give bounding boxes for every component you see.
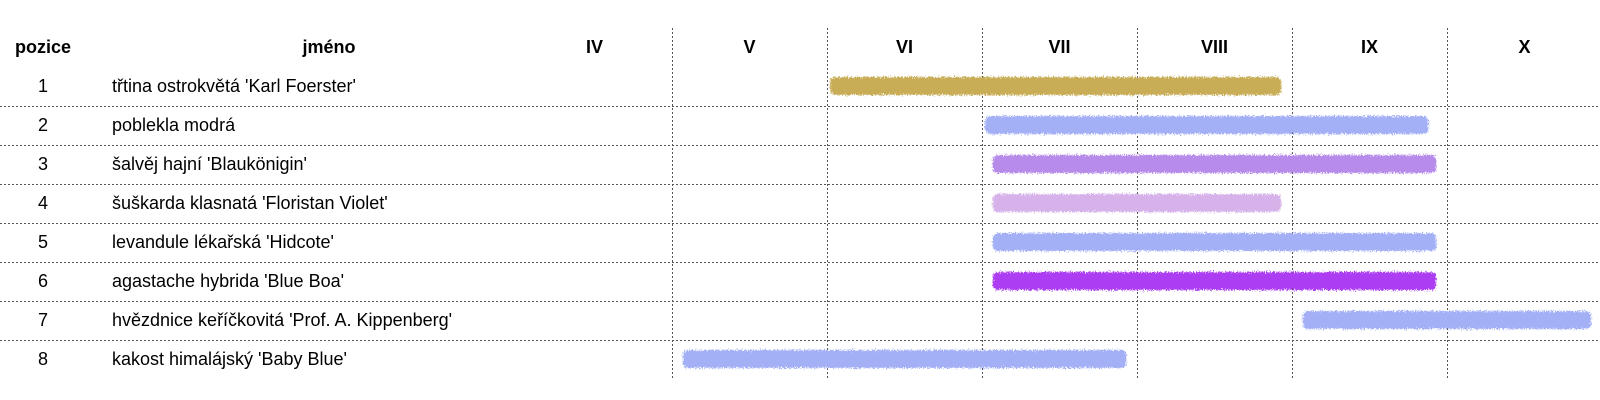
column-header-name: jméno xyxy=(301,37,355,57)
month-header: IX xyxy=(1361,37,1378,57)
row-position: 5 xyxy=(38,232,48,252)
month-header: VII xyxy=(1048,37,1070,57)
row-name: levandule lékařská 'Hidcote' xyxy=(112,232,334,252)
row-name: hvězdnice keříčkovitá 'Prof. A. Kippenbe… xyxy=(112,310,452,330)
row-position: 1 xyxy=(38,76,48,96)
month-header: IV xyxy=(586,37,603,57)
row-name: kakost himalájský 'Baby Blue' xyxy=(112,349,347,369)
row-position: 6 xyxy=(38,271,48,291)
header-row: pozice jméno xyxy=(15,37,356,57)
bloom-bars xyxy=(682,77,1592,368)
row-name: třtina ostrokvětá 'Karl Foerster' xyxy=(112,76,356,96)
row-name: agastache hybrida 'Blue Boa' xyxy=(112,271,344,291)
bloom-bar xyxy=(992,272,1437,290)
row-position: 7 xyxy=(38,310,48,330)
month-header: X xyxy=(1518,37,1530,57)
bloom-bar xyxy=(682,350,1127,368)
bloom-bar xyxy=(1302,311,1592,329)
bloom-bar xyxy=(830,77,1282,95)
month-headers: IV V VI VII VIII IX X xyxy=(586,37,1531,57)
row-position: 2 xyxy=(38,115,48,135)
bloom-bar xyxy=(992,155,1437,173)
row-name: šalvěj hajní 'Blaukönigin' xyxy=(112,154,307,174)
row-position: 8 xyxy=(38,349,48,369)
grid-lines xyxy=(0,28,1600,378)
row-labels: 1 třtina ostrokvětá 'Karl Foerster' 2 poble… xyxy=(38,76,452,369)
row-position: 4 xyxy=(38,193,48,213)
row-name: poblekla modrá xyxy=(112,115,236,135)
row-name: šuškarda klasnatá 'Floristan Violet' xyxy=(112,193,388,213)
bloom-bar xyxy=(992,233,1437,251)
month-header: VIII xyxy=(1201,37,1228,57)
month-header: VI xyxy=(896,37,913,57)
bloom-bar xyxy=(992,194,1282,212)
month-header: V xyxy=(743,37,755,57)
column-header-position: pozice xyxy=(15,37,71,57)
row-position: 3 xyxy=(38,154,48,174)
bloom-bar xyxy=(985,116,1429,134)
